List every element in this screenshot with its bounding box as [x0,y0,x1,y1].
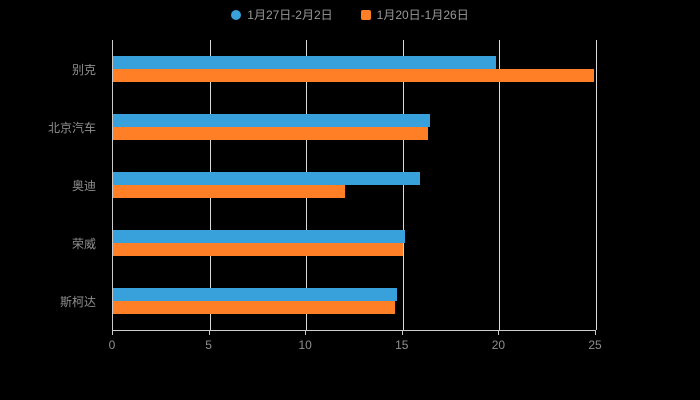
category-label: 北京汽车 [47,120,96,135]
x-tick-mark [595,330,596,335]
bar-series-2-category-1 [113,69,595,82]
legend-item-series-2[interactable]: 1月20日-1月26日 [360,6,469,23]
x-tick-label: 15 [395,338,409,352]
bar-row-5 [113,272,596,330]
x-tick-label: 25 [588,338,602,352]
legend-marker-circle-icon [231,9,242,20]
bar-series-1-category-4 [113,230,405,243]
x-tick-label: 0 [108,338,116,352]
legend-label: 1月20日-1月26日 [376,8,469,22]
category-label: 荣威 [71,236,96,251]
bar-row-4 [113,214,596,272]
bar-series-2-category-4 [113,243,403,256]
bar-series-2-category-2 [113,127,428,140]
bar-series-1-category-1 [113,56,496,69]
gridline-x-15 [402,40,404,330]
x-tick-mark [498,330,500,335]
x-tick-mark [305,330,307,335]
bar-series-2-category-5 [113,301,396,314]
bar-row-2 [113,98,596,156]
bar-row-3 [113,156,596,214]
x-tick-label: 5 [205,338,212,352]
legend: 1月27日-2月2日 1月20日-1月26日 [0,6,700,23]
gridline-x-20 [499,40,501,330]
y-axis-category-labels: 别克北京汽车奥迪荣威斯柯达 [0,40,104,330]
category-label: 斯柯达 [59,294,96,309]
x-tick-mark [208,330,210,335]
category-label: 奥迪 [71,178,96,193]
legend-label: 1月27日-2月2日 [247,8,333,22]
legend-marker-square-icon [360,9,371,20]
bar-series-1-category-2 [113,114,430,127]
bar-series-1-category-3 [113,172,421,185]
x-tick-mark [112,330,113,335]
x-tick-label: 10 [298,338,312,352]
bar-series-2-category-3 [113,185,345,198]
x-tick-label: 20 [491,338,506,352]
gridline-x-25 [596,40,597,330]
x-tick-mark [401,330,403,335]
plot-area [112,40,597,331]
category-label: 别克 [71,62,96,77]
x-axis-tick-labels: 0 5 10 15 20 25 [108,338,602,354]
bar-row-1 [113,40,596,98]
legend-item-series-1[interactable]: 1月27日-2月2日 [231,6,333,23]
x-axis-ticks [112,330,596,336]
bar-series-1-category-5 [113,288,397,301]
